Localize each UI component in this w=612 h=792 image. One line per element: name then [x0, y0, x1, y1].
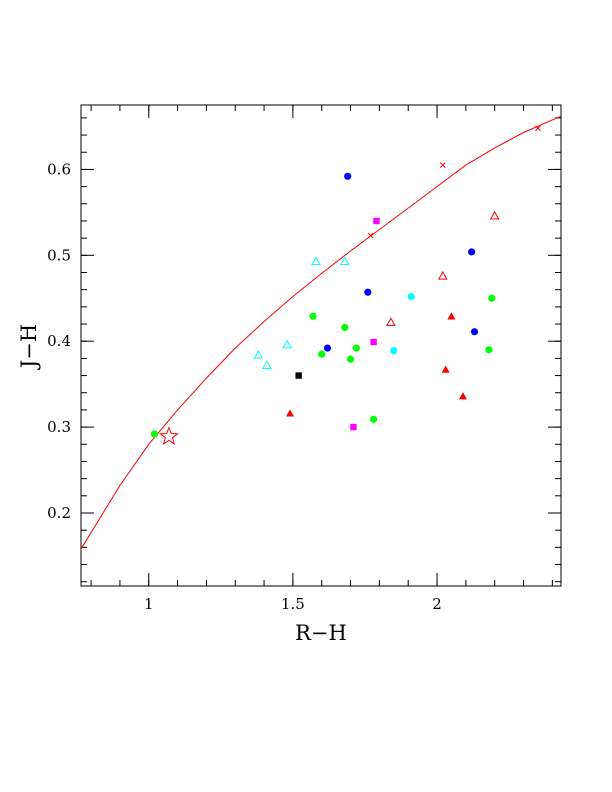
data-point [352, 344, 360, 352]
data-point [390, 347, 398, 355]
curve-cross-marker [439, 162, 446, 168]
data-point [344, 172, 352, 180]
axis-ticks [81, 105, 561, 586]
plot-frame [80, 104, 562, 587]
data-point [346, 355, 355, 363]
y-tick-label: 0.4 [47, 332, 71, 350]
data-point [489, 210, 500, 220]
x-tick-label: 1 [144, 595, 154, 613]
data-point [407, 292, 415, 301]
data-point [364, 288, 372, 296]
data-point [441, 365, 450, 373]
y-tick-label: 0.2 [47, 504, 71, 522]
x-tick-label: 2 [432, 595, 442, 613]
data-point [350, 423, 357, 431]
data-point [468, 248, 476, 256]
model-curve-layer [81, 115, 561, 550]
curve-cross-marker [367, 232, 374, 239]
data-point [318, 350, 326, 358]
data-point [282, 339, 292, 349]
data-point [470, 328, 479, 336]
x-axis-title: R−H [295, 621, 347, 645]
y-tick-label: 0.5 [47, 246, 71, 264]
data-point [386, 317, 396, 327]
data-point [485, 346, 493, 354]
data-point [159, 426, 179, 445]
data-point [447, 312, 456, 320]
data-point [339, 256, 350, 266]
data-point [150, 430, 159, 438]
data-point [311, 256, 321, 266]
data-point [286, 409, 295, 417]
data-point [488, 294, 496, 302]
data-point [341, 323, 349, 332]
data-point [253, 349, 264, 359]
data-point [295, 372, 302, 379]
data-point [309, 312, 317, 320]
y-tick-label: 0.6 [47, 160, 71, 178]
x-tick-label: 1.5 [281, 595, 305, 613]
data-point [323, 344, 332, 352]
data-points-layer [150, 172, 500, 445]
data-point [373, 217, 380, 225]
model-curve [81, 115, 561, 550]
y-axis-title: J−H [17, 324, 41, 370]
data-point [458, 392, 467, 400]
curve-cross-marker [535, 125, 541, 132]
tick-labels: 1 1.5 2 0.2 0.3 0.4 0.5 0.6 [47, 160, 442, 613]
data-point [437, 270, 448, 280]
data-point [370, 338, 377, 346]
data-point [262, 360, 272, 369]
y-tick-label: 0.3 [47, 418, 71, 436]
data-point [370, 415, 378, 423]
